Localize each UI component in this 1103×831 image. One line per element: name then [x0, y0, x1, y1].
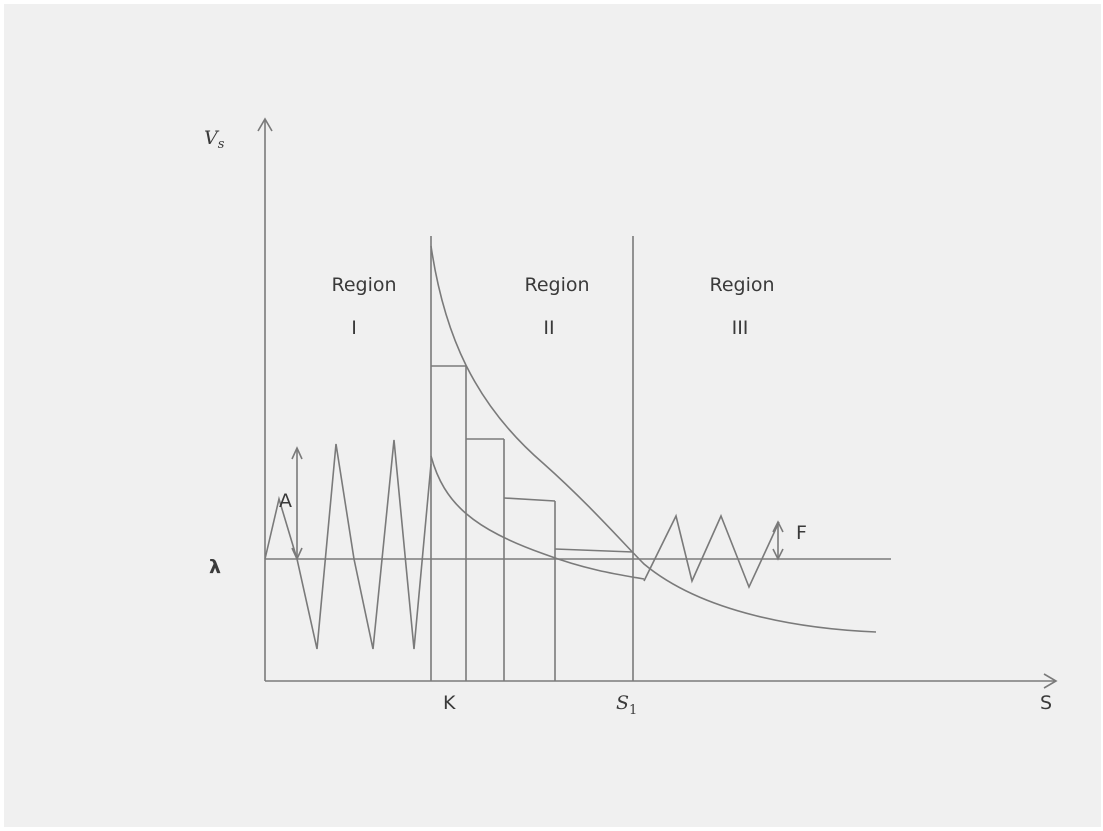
- amplitude-arrow-head-bottom: [291, 547, 303, 561]
- step-3-top: [503, 497, 556, 502]
- diagram-svg: Vs S λ K S1 Region I Region II Region II…: [204, 117, 1058, 718]
- region-1-word: Region: [331, 274, 396, 296]
- lambda-label: λ: [209, 556, 221, 578]
- x-axis-arrowhead: [1043, 673, 1058, 689]
- y-axis-label: Vs: [204, 127, 225, 152]
- region-3-word: Region: [709, 274, 774, 296]
- region-2-numeral: II: [543, 317, 554, 339]
- x-axis-label: S: [1040, 692, 1052, 714]
- s1-label: S1: [616, 692, 637, 718]
- f-arrow-head-top: [772, 520, 784, 533]
- y-axis-arrowhead: [257, 117, 273, 132]
- region-2-word: Region: [524, 274, 589, 296]
- f-arrow-head-bottom: [772, 548, 784, 561]
- region-1-oscillation: [264, 439, 432, 650]
- lower-curve: [430, 455, 645, 580]
- amplitude-arrow-head-top: [291, 446, 303, 460]
- region-1-numeral: I: [351, 317, 357, 339]
- step-4-top: [554, 548, 634, 553]
- upper-curve: [430, 245, 877, 633]
- amplitude-label: A: [279, 490, 292, 512]
- region-3-numeral: III: [732, 317, 749, 339]
- f-label: F: [796, 522, 807, 544]
- region-3-oscillation: [643, 513, 780, 590]
- diagram-canvas: Vs S λ K S1 Region I Region II Region II…: [4, 4, 1101, 827]
- k-label: K: [443, 692, 456, 714]
